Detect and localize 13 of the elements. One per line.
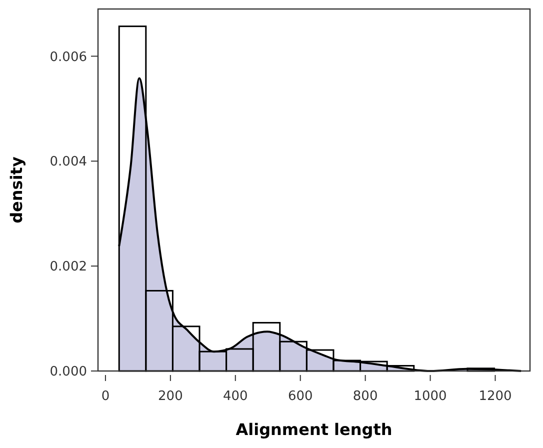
y-tick-label: 0.000 — [50, 364, 87, 380]
x-axis-title: Alignment length — [236, 420, 392, 439]
y-axis-title: density — [7, 156, 26, 224]
x-tick-label: 1200 — [478, 389, 512, 404]
x-tick-label: 400 — [222, 389, 248, 404]
x-tick-label: 800 — [352, 389, 378, 404]
y-tick-label: 0.006 — [50, 50, 87, 65]
x-tick-label: 1000 — [414, 389, 447, 404]
x-tick-label: 0 — [101, 389, 110, 404]
y-tick-label: 0.002 — [50, 260, 87, 275]
x-tick-label: 600 — [288, 389, 313, 404]
y-tick-label: 0.004 — [50, 154, 87, 170]
x-tick-label: 200 — [158, 389, 183, 404]
